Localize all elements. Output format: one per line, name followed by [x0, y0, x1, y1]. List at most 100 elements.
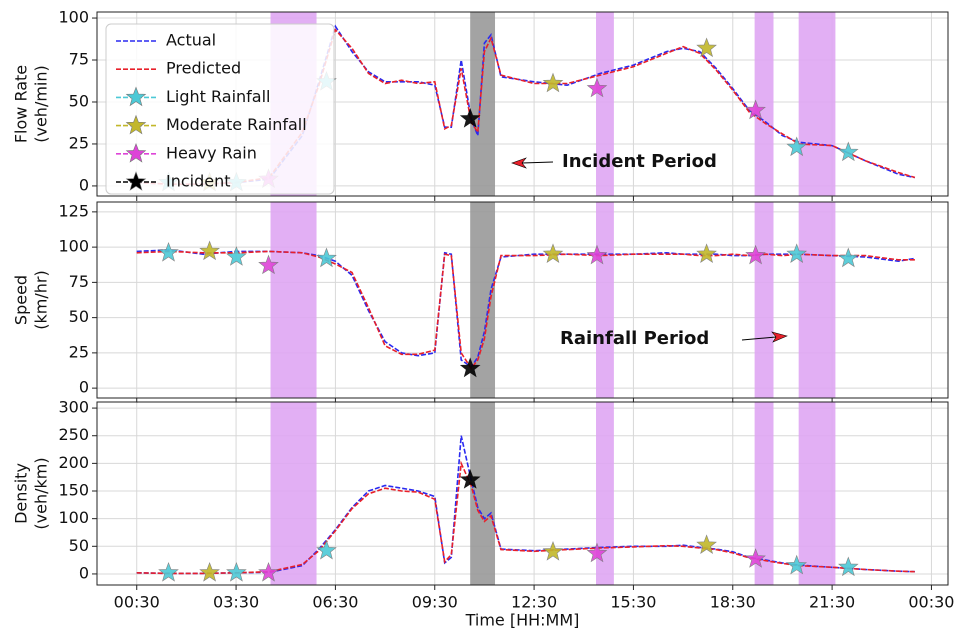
star-marker: [459, 469, 481, 489]
y-tick-label: 25: [69, 133, 89, 152]
y-axis-label: Flow Rate: [12, 65, 31, 143]
arrow-head: [511, 157, 527, 169]
x-tick-label: 06:30: [312, 593, 358, 612]
star-marker: [786, 243, 808, 263]
series-line: [136, 250, 915, 370]
annotation: Incident Period: [562, 151, 717, 172]
y-tick-label: 0: [79, 175, 89, 194]
period-band: [470, 12, 496, 196]
y-tick-label: 250: [58, 425, 89, 444]
star-marker: [316, 247, 337, 268]
x-tick-label: 18:30: [710, 593, 756, 612]
legend-label: Actual: [166, 31, 216, 50]
legend-star: [125, 86, 147, 107]
star-marker: [786, 136, 808, 157]
period-band: [798, 12, 836, 196]
star-marker: [542, 72, 564, 93]
period-band: [270, 202, 317, 398]
y-tick-label: 25: [69, 342, 89, 361]
y-axis-label: (veh/km): [32, 457, 51, 529]
axes-frame: [96, 401, 949, 586]
x-tick-label: 03:30: [213, 593, 259, 612]
star-marker: [586, 542, 608, 563]
arrow-head: [771, 331, 788, 343]
legend-box: [105, 23, 335, 195]
star-marker: [586, 77, 608, 98]
y-tick-label: 50: [69, 307, 89, 326]
y-tick-label: 0: [79, 378, 89, 397]
axes-frame: [96, 201, 949, 399]
star-marker: [745, 244, 766, 265]
y-tick-label: 100: [58, 237, 89, 256]
period-band: [798, 202, 836, 398]
star-marker: [459, 107, 481, 128]
star-marker: [158, 241, 179, 262]
legend-star: [125, 171, 147, 191]
legend-label: Light Rainfall: [166, 87, 271, 106]
series-line: [136, 28, 916, 185]
star-marker: [696, 243, 717, 263]
x-tick-label: 15:30: [610, 593, 656, 612]
legend-star: [125, 114, 147, 135]
star-marker: [258, 561, 279, 582]
period-band: [754, 402, 774, 585]
star-marker: [586, 244, 608, 265]
x-tick-label: 00:30: [114, 593, 160, 612]
x-tick-label: 00:30: [908, 593, 954, 612]
annotation-arrow: [741, 336, 777, 341]
star-marker: [199, 561, 220, 582]
y-axis-label: (km/hr): [32, 270, 51, 329]
legend-label: Heavy Rain: [166, 143, 257, 162]
star-marker: [158, 561, 179, 582]
y-tick-label: 125: [58, 201, 89, 220]
annotation-arrow: [521, 161, 554, 164]
x-tick-label: 21:30: [809, 593, 855, 612]
y-tick-label: 75: [69, 272, 89, 291]
star-marker: [837, 556, 859, 577]
plot-area: [97, 402, 948, 585]
legend-star: [125, 142, 147, 163]
period-band: [754, 12, 774, 196]
star-marker: [226, 246, 247, 266]
star-marker: [786, 554, 808, 575]
annotation: Rainfall Period: [560, 328, 709, 349]
star-marker: [226, 561, 247, 582]
legend-label: Moderate Rainfall: [166, 115, 307, 134]
star-marker: [745, 548, 766, 568]
y-tick-label: 150: [58, 481, 89, 500]
star-marker: [542, 540, 564, 561]
axes-frame: [96, 11, 949, 197]
y-tick-label: 0: [79, 563, 89, 582]
period-band: [798, 402, 836, 585]
y-tick-label: 50: [69, 91, 89, 110]
star-marker: [696, 534, 717, 554]
star-marker: [542, 243, 564, 263]
period-band: [270, 402, 317, 585]
star-marker: [459, 357, 481, 378]
y-tick-label: 75: [69, 50, 89, 69]
x-tick-label: 09:30: [412, 593, 458, 612]
y-tick-label: 100: [58, 508, 89, 527]
plot-area: [97, 202, 948, 398]
series-line: [136, 249, 916, 369]
series-line: [136, 435, 915, 575]
x-axis-label: Time [HH:MM]: [465, 611, 580, 628]
y-axis-label: Speed: [12, 275, 31, 325]
legend: Actual Predicted Light Rainfall Moderate Ra…: [105, 23, 335, 195]
x-tick-label: 12:30: [511, 593, 557, 612]
star-marker: [837, 247, 859, 268]
star-marker: [745, 99, 766, 120]
y-tick-label: 50: [69, 536, 89, 555]
legend-label: Predicted: [166, 59, 241, 78]
star-marker: [199, 240, 220, 261]
star-marker: [696, 37, 717, 58]
y-tick-label: 200: [58, 453, 89, 472]
period-band: [596, 12, 614, 196]
y-tick-label: 100: [58, 8, 89, 27]
period-band: [596, 202, 614, 398]
star-marker: [316, 539, 337, 560]
period-band: [596, 402, 614, 585]
star-marker: [837, 141, 859, 162]
star-marker: [258, 254, 279, 275]
